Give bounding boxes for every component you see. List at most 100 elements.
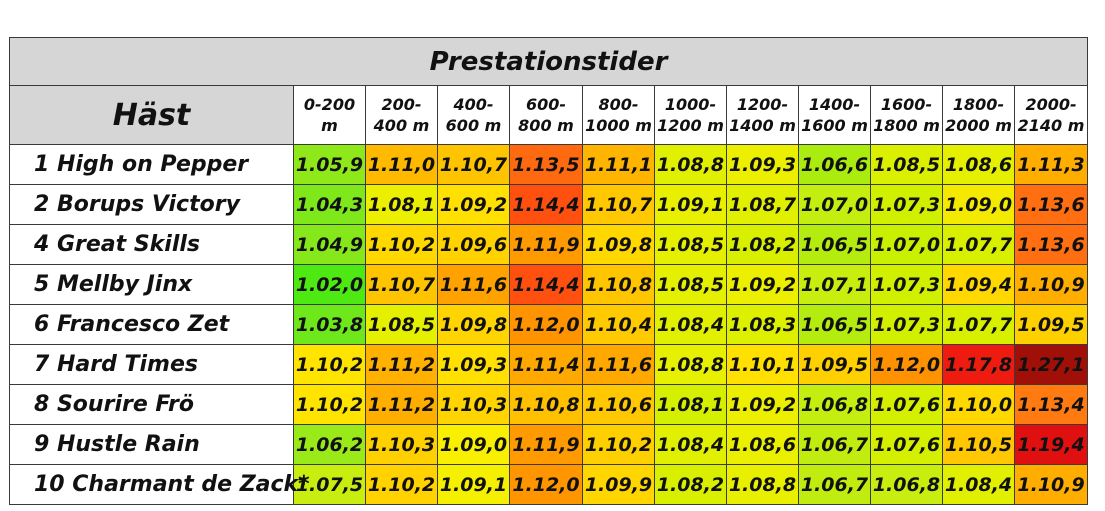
time-cell: 1.08,5 bbox=[870, 144, 943, 185]
segment-header-line: 1400 m bbox=[729, 116, 796, 135]
horse-name: 1 High on Pepper bbox=[9, 144, 294, 185]
time-cell: 1.07,1 bbox=[798, 264, 871, 305]
horse-name: 2 Borups Victory bbox=[9, 184, 294, 225]
time-cell: 1.10,3 bbox=[437, 384, 510, 425]
segment-header-line: 1200- bbox=[736, 95, 789, 114]
segment-header-line: 2000 m bbox=[945, 116, 1012, 135]
segment-header-line: 400- bbox=[453, 95, 494, 114]
segment-header: 200- 400 m bbox=[365, 85, 438, 145]
time-cell: 1.07,3 bbox=[870, 304, 943, 345]
segment-header-line: 1600 m bbox=[801, 116, 868, 135]
time-cell: 1.08,7 bbox=[726, 184, 799, 225]
time-cell: 1.09,0 bbox=[437, 424, 510, 465]
time-cell: 1.14,4 bbox=[509, 264, 583, 305]
time-cell: 1.10,8 bbox=[509, 384, 583, 425]
table-body: 1 High on Pepper 1.05,9 1.11,0 1.10,7 1.13,5… bbox=[9, 144, 1089, 505]
segment-header: 1800- 2000 m bbox=[942, 85, 1015, 145]
time-cell: 1.10,5 bbox=[942, 424, 1015, 465]
time-cell: 1.04,9 bbox=[293, 224, 366, 265]
time-cell: 1.12,0 bbox=[509, 304, 583, 345]
time-cell: 1.06,8 bbox=[870, 464, 943, 505]
time-cell: 1.07,3 bbox=[870, 184, 943, 225]
segment-header: 800- 1000 m bbox=[582, 85, 655, 145]
time-cell: 1.10,7 bbox=[437, 144, 510, 185]
time-cell: 1.07,6 bbox=[870, 384, 943, 425]
time-cell: 1.08,8 bbox=[654, 144, 727, 185]
segment-header-line: m bbox=[321, 116, 338, 135]
table-title: Prestationstider bbox=[8, 37, 1089, 86]
segment-header-line: 1000- bbox=[664, 95, 717, 114]
performance-table: Prestationstider Häst 0-200 m 200- 400 m 400… bbox=[8, 37, 1089, 505]
horse-name: 7 Hard Times bbox=[9, 344, 294, 385]
time-cell: 1.08,1 bbox=[365, 184, 438, 225]
time-cell: 1.07,7 bbox=[942, 224, 1015, 265]
time-cell: 1.10,7 bbox=[365, 264, 438, 305]
time-cell: 1.06,5 bbox=[798, 304, 871, 345]
horse-name: 4 Great Skills bbox=[9, 224, 294, 265]
time-cell: 1.08,4 bbox=[942, 464, 1015, 505]
time-cell: 1.13,5 bbox=[509, 144, 583, 185]
time-cell: 1.08,5 bbox=[654, 264, 727, 305]
time-cell: 1.08,5 bbox=[654, 224, 727, 265]
segment-header-line: 1200 m bbox=[657, 116, 724, 135]
time-cell: 1.11,6 bbox=[437, 264, 510, 305]
time-cell: 1.08,2 bbox=[726, 224, 799, 265]
time-cell: 1.11,1 bbox=[582, 144, 655, 185]
time-cell: 1.11,3 bbox=[1013, 144, 1089, 185]
time-cell: 1.09,6 bbox=[437, 224, 510, 265]
time-cell: 1.11,2 bbox=[365, 344, 438, 385]
time-cell: 1.17,8 bbox=[942, 344, 1015, 385]
time-cell: 1.10,2 bbox=[582, 424, 655, 465]
segment-header-line: 400 m bbox=[373, 116, 430, 135]
time-cell: 1.09,2 bbox=[437, 184, 510, 225]
horse-name: 5 Mellby Jinx bbox=[9, 264, 294, 305]
time-cell: 1.10,0 bbox=[942, 384, 1015, 425]
time-cell: 1.08,5 bbox=[365, 304, 438, 345]
time-cell: 1.09,9 bbox=[582, 464, 655, 505]
time-cell: 1.13,6 bbox=[1013, 224, 1089, 265]
time-cell: 1.09,8 bbox=[437, 304, 510, 345]
segment-header-line: 1800- bbox=[952, 95, 1005, 114]
segment-header: 0-200 m bbox=[293, 85, 366, 145]
time-cell: 1.09,3 bbox=[437, 344, 510, 385]
time-cell: 1.04,3 bbox=[293, 184, 366, 225]
time-cell: 1.12,0 bbox=[870, 344, 943, 385]
segment-header: 2000- 2140 m bbox=[1013, 85, 1089, 145]
segment-header: 400- 600 m bbox=[437, 85, 510, 145]
segment-header: 600- 800 m bbox=[509, 85, 583, 145]
table-row: 4 Great Skills 1.04,9 1.10,2 1.09,6 1.11,9 1.… bbox=[9, 224, 1089, 265]
time-cell: 1.10,9 bbox=[1013, 264, 1089, 305]
time-cell: 1.09,4 bbox=[942, 264, 1015, 305]
time-cell: 1.10,2 bbox=[365, 464, 438, 505]
time-cell: 1.12,0 bbox=[509, 464, 583, 505]
segment-header-line: 1000 m bbox=[585, 116, 652, 135]
time-cell: 1.07,6 bbox=[870, 424, 943, 465]
time-cell: 1.06,8 bbox=[798, 384, 871, 425]
time-cell: 1.07,7 bbox=[942, 304, 1015, 345]
time-cell: 1.08,8 bbox=[726, 464, 799, 505]
segment-header: 1200- 1400 m bbox=[726, 85, 799, 145]
time-cell: 1.07,3 bbox=[870, 264, 943, 305]
table-row: 9 Hustle Rain 1.06,2 1.10,3 1.09,0 1.11,9 1.1… bbox=[9, 424, 1089, 465]
time-cell: 1.07,0 bbox=[798, 184, 871, 225]
time-cell: 1.03,8 bbox=[293, 304, 366, 345]
time-cell: 1.09,2 bbox=[726, 384, 799, 425]
segment-header: 1400- 1600 m bbox=[798, 85, 871, 145]
time-cell: 1.09,1 bbox=[437, 464, 510, 505]
segment-header-line: 2140 m bbox=[1017, 116, 1085, 135]
time-cell: 1.08,4 bbox=[654, 424, 727, 465]
segment-header-line: 600- bbox=[525, 95, 567, 114]
horse-name: 10 Charmant de Zack* bbox=[9, 464, 310, 505]
segment-header-line: 200- bbox=[381, 95, 422, 114]
time-cell: 1.10,2 bbox=[293, 344, 366, 385]
segment-header-line: 600 m bbox=[445, 116, 502, 135]
time-cell: 1.06,2 bbox=[293, 424, 366, 465]
time-cell: 1.08,6 bbox=[942, 144, 1015, 185]
time-cell: 1.11,0 bbox=[365, 144, 438, 185]
table-row: 2 Borups Victory 1.04,3 1.08,1 1.09,2 1.14,4… bbox=[9, 184, 1089, 225]
time-cell: 1.09,5 bbox=[798, 344, 871, 385]
time-cell: 1.11,6 bbox=[582, 344, 655, 385]
time-cell: 1.13,6 bbox=[1013, 184, 1089, 225]
table-row: 5 Mellby Jinx 1.02,0 1.10,7 1.11,6 1.14,4 1.1… bbox=[9, 264, 1089, 305]
time-cell: 1.10,4 bbox=[582, 304, 655, 345]
